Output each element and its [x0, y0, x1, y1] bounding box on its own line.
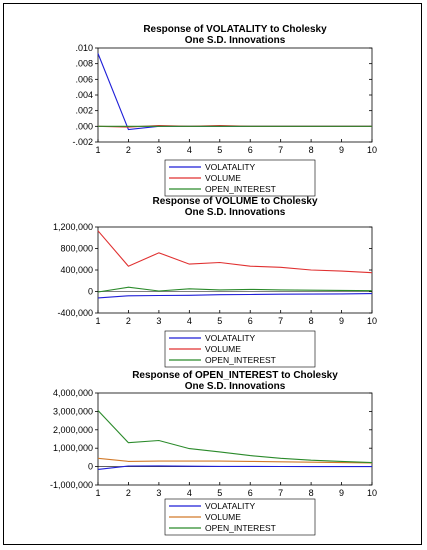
x-tick-label: 6 [248, 488, 253, 498]
chart-subtitle: One S.D. Innovations [185, 35, 286, 46]
x-tick-label: 1 [95, 145, 100, 155]
chart-title: Response of VOLATALITY to Cholesky [143, 24, 327, 35]
y-tick-label: .010 [75, 43, 93, 53]
x-tick-label: 10 [367, 145, 377, 155]
y-tick-label: 2,000,000 [53, 425, 93, 435]
y-tick-label: 0 [88, 462, 93, 472]
x-tick-label: 9 [339, 145, 344, 155]
y-tick-label: .000 [75, 121, 93, 131]
x-tick-label: 7 [278, 488, 283, 498]
x-tick-label: 5 [217, 145, 222, 155]
x-tick-label: 5 [217, 488, 222, 498]
x-tick-label: 7 [278, 316, 283, 326]
legend-entry: OPEN_INTEREST [205, 184, 276, 194]
x-tick-label: 10 [367, 316, 377, 326]
y-tick-label: 400,000 [60, 265, 93, 275]
x-tick-label: 1 [95, 316, 100, 326]
y-tick-label: 1,200,000 [53, 222, 93, 232]
figure-frame [3, 3, 422, 545]
legend-entry: VOLATALITY [205, 333, 256, 343]
x-tick-label: 5 [217, 316, 222, 326]
y-tick-label: .006 [75, 74, 93, 84]
plot-area [97, 226, 373, 314]
series-line-open-interest [97, 410, 373, 464]
legend-entry: OPEN_INTEREST [205, 523, 276, 533]
y-tick-label: 0 [88, 287, 93, 297]
y-tick-label: 4,000,000 [53, 388, 93, 398]
x-tick-label: 4 [187, 316, 192, 326]
x-tick-label: 4 [187, 145, 192, 155]
legend-entry: VOLATALITY [205, 501, 256, 511]
x-tick-label: 6 [248, 145, 253, 155]
legend-entry: VOLUME [205, 344, 241, 354]
x-tick-label: 9 [339, 316, 344, 326]
series-line-volatality [97, 465, 372, 470]
x-tick-label: 9 [339, 488, 344, 498]
chart-title: Response of VOLUME to Cholesky [152, 196, 317, 207]
y-tick-label: .004 [75, 90, 93, 100]
chart-title: Response of OPEN_INTEREST to Cholesky [132, 370, 338, 381]
legend-entry: VOLUME [205, 512, 241, 522]
x-tick-label: 2 [126, 488, 131, 498]
y-tick-label: .008 [75, 59, 93, 69]
series-line-volume [97, 230, 373, 274]
y-tick-label: -400,000 [57, 308, 93, 318]
chart-subtitle: One S.D. Innovations [185, 381, 286, 392]
plot-area [97, 392, 373, 486]
series-line-volatality [97, 53, 372, 131]
x-tick-label: 3 [156, 316, 161, 326]
chart-subtitle: One S.D. Innovations [185, 207, 286, 218]
y-tick-label: 1,000,000 [53, 443, 93, 453]
x-tick-label: 3 [156, 488, 161, 498]
y-tick-label: .002 [75, 106, 93, 116]
x-tick-label: 3 [156, 145, 161, 155]
legend-entry: VOLATALITY [205, 162, 256, 172]
x-tick-label: 4 [187, 488, 192, 498]
series-line-open-interest [97, 286, 373, 293]
x-tick-label: 2 [126, 316, 131, 326]
x-tick-label: 8 [309, 316, 314, 326]
series-line-volume [97, 457, 373, 464]
x-tick-label: 10 [367, 488, 377, 498]
y-tick-label: 800,000 [60, 244, 93, 254]
x-tick-label: 8 [309, 488, 314, 498]
chart-3: Response of OPEN_INTEREST to CholeskyOne… [50, 370, 377, 536]
legend-entry: OPEN_INTEREST [205, 355, 276, 365]
x-tick-label: 6 [248, 316, 253, 326]
x-tick-label: 7 [278, 145, 283, 155]
series-line-volatality [97, 293, 373, 299]
y-tick-label: -1,000,000 [50, 480, 93, 490]
y-tick-label: 3,000,000 [53, 406, 93, 416]
x-tick-label: 2 [126, 145, 131, 155]
x-tick-label: 8 [309, 145, 314, 155]
y-tick-label: -.002 [72, 137, 93, 147]
x-tick-label: 1 [95, 488, 100, 498]
legend-entry: VOLUME [205, 173, 241, 183]
